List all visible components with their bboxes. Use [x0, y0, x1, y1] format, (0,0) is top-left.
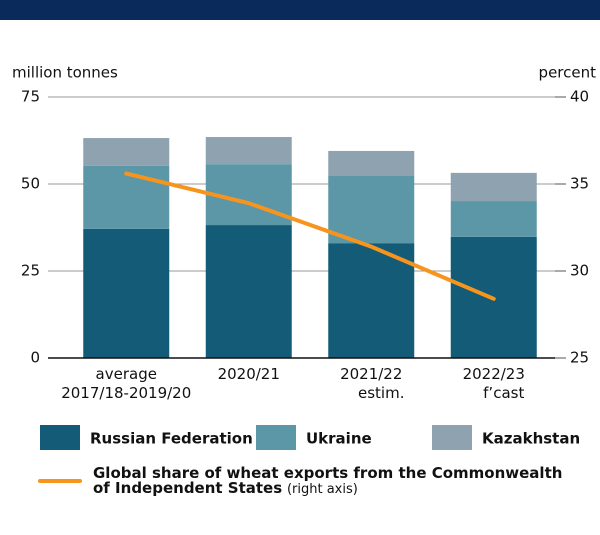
- x-tick-label: 2022/23 f’cast: [463, 365, 525, 402]
- legend-label: Global share of wheat exports from the C…: [93, 464, 563, 497]
- x-tick-label: 2020/21: [218, 365, 280, 383]
- y-tick-label: 50: [21, 175, 40, 193]
- legend-label: Kazakhstan: [482, 430, 580, 448]
- y2-tick-label: 35: [570, 175, 589, 193]
- y2-tick-label: 40: [570, 88, 589, 106]
- x-tick-line: 2021/22: [340, 365, 402, 383]
- bar: [83, 228, 170, 358]
- y-tick-label: 25: [21, 262, 40, 280]
- x-tick-line: average: [96, 365, 157, 383]
- legend-swatch: [40, 425, 80, 450]
- legend-swatch: [432, 425, 472, 450]
- y2-tick-label: 30: [570, 262, 589, 280]
- bar: [328, 243, 415, 358]
- legend-label: Ukraine: [306, 430, 372, 448]
- bar: [450, 172, 537, 202]
- x-tick-line: 2017/18-2019/20: [61, 384, 191, 402]
- y-axis-label: million tonnes: [12, 64, 118, 82]
- bar: [205, 137, 292, 165]
- bar: [205, 225, 292, 358]
- y2-axis-label: percent: [539, 64, 597, 82]
- y-tick-label: 0: [30, 349, 40, 367]
- y-tick-label: 75: [21, 88, 40, 106]
- top-band: [0, 0, 600, 20]
- legend-note: (right axis): [286, 482, 358, 497]
- x-tick-line: f’cast: [483, 384, 524, 402]
- x-tick-label: average 2017/18-2019/20: [61, 365, 191, 402]
- bar: [83, 138, 170, 166]
- bar: [328, 175, 415, 244]
- legend-label: Russian Federation: [90, 430, 253, 448]
- legend-swatch: [256, 425, 296, 450]
- line-series: [124, 171, 496, 301]
- x-tick-label: 2021/22 estim.: [340, 365, 404, 402]
- x-tick-line: 2020/21: [218, 365, 280, 383]
- x-tick-line: estim.: [358, 384, 404, 402]
- bar: [83, 165, 170, 229]
- x-tick-line: 2022/23: [463, 365, 525, 383]
- line-legend-text: Global share of wheat exports from the C…: [93, 464, 583, 498]
- y2-tick-label: 25: [570, 349, 589, 367]
- bar: [328, 150, 415, 176]
- bar: [450, 201, 537, 237]
